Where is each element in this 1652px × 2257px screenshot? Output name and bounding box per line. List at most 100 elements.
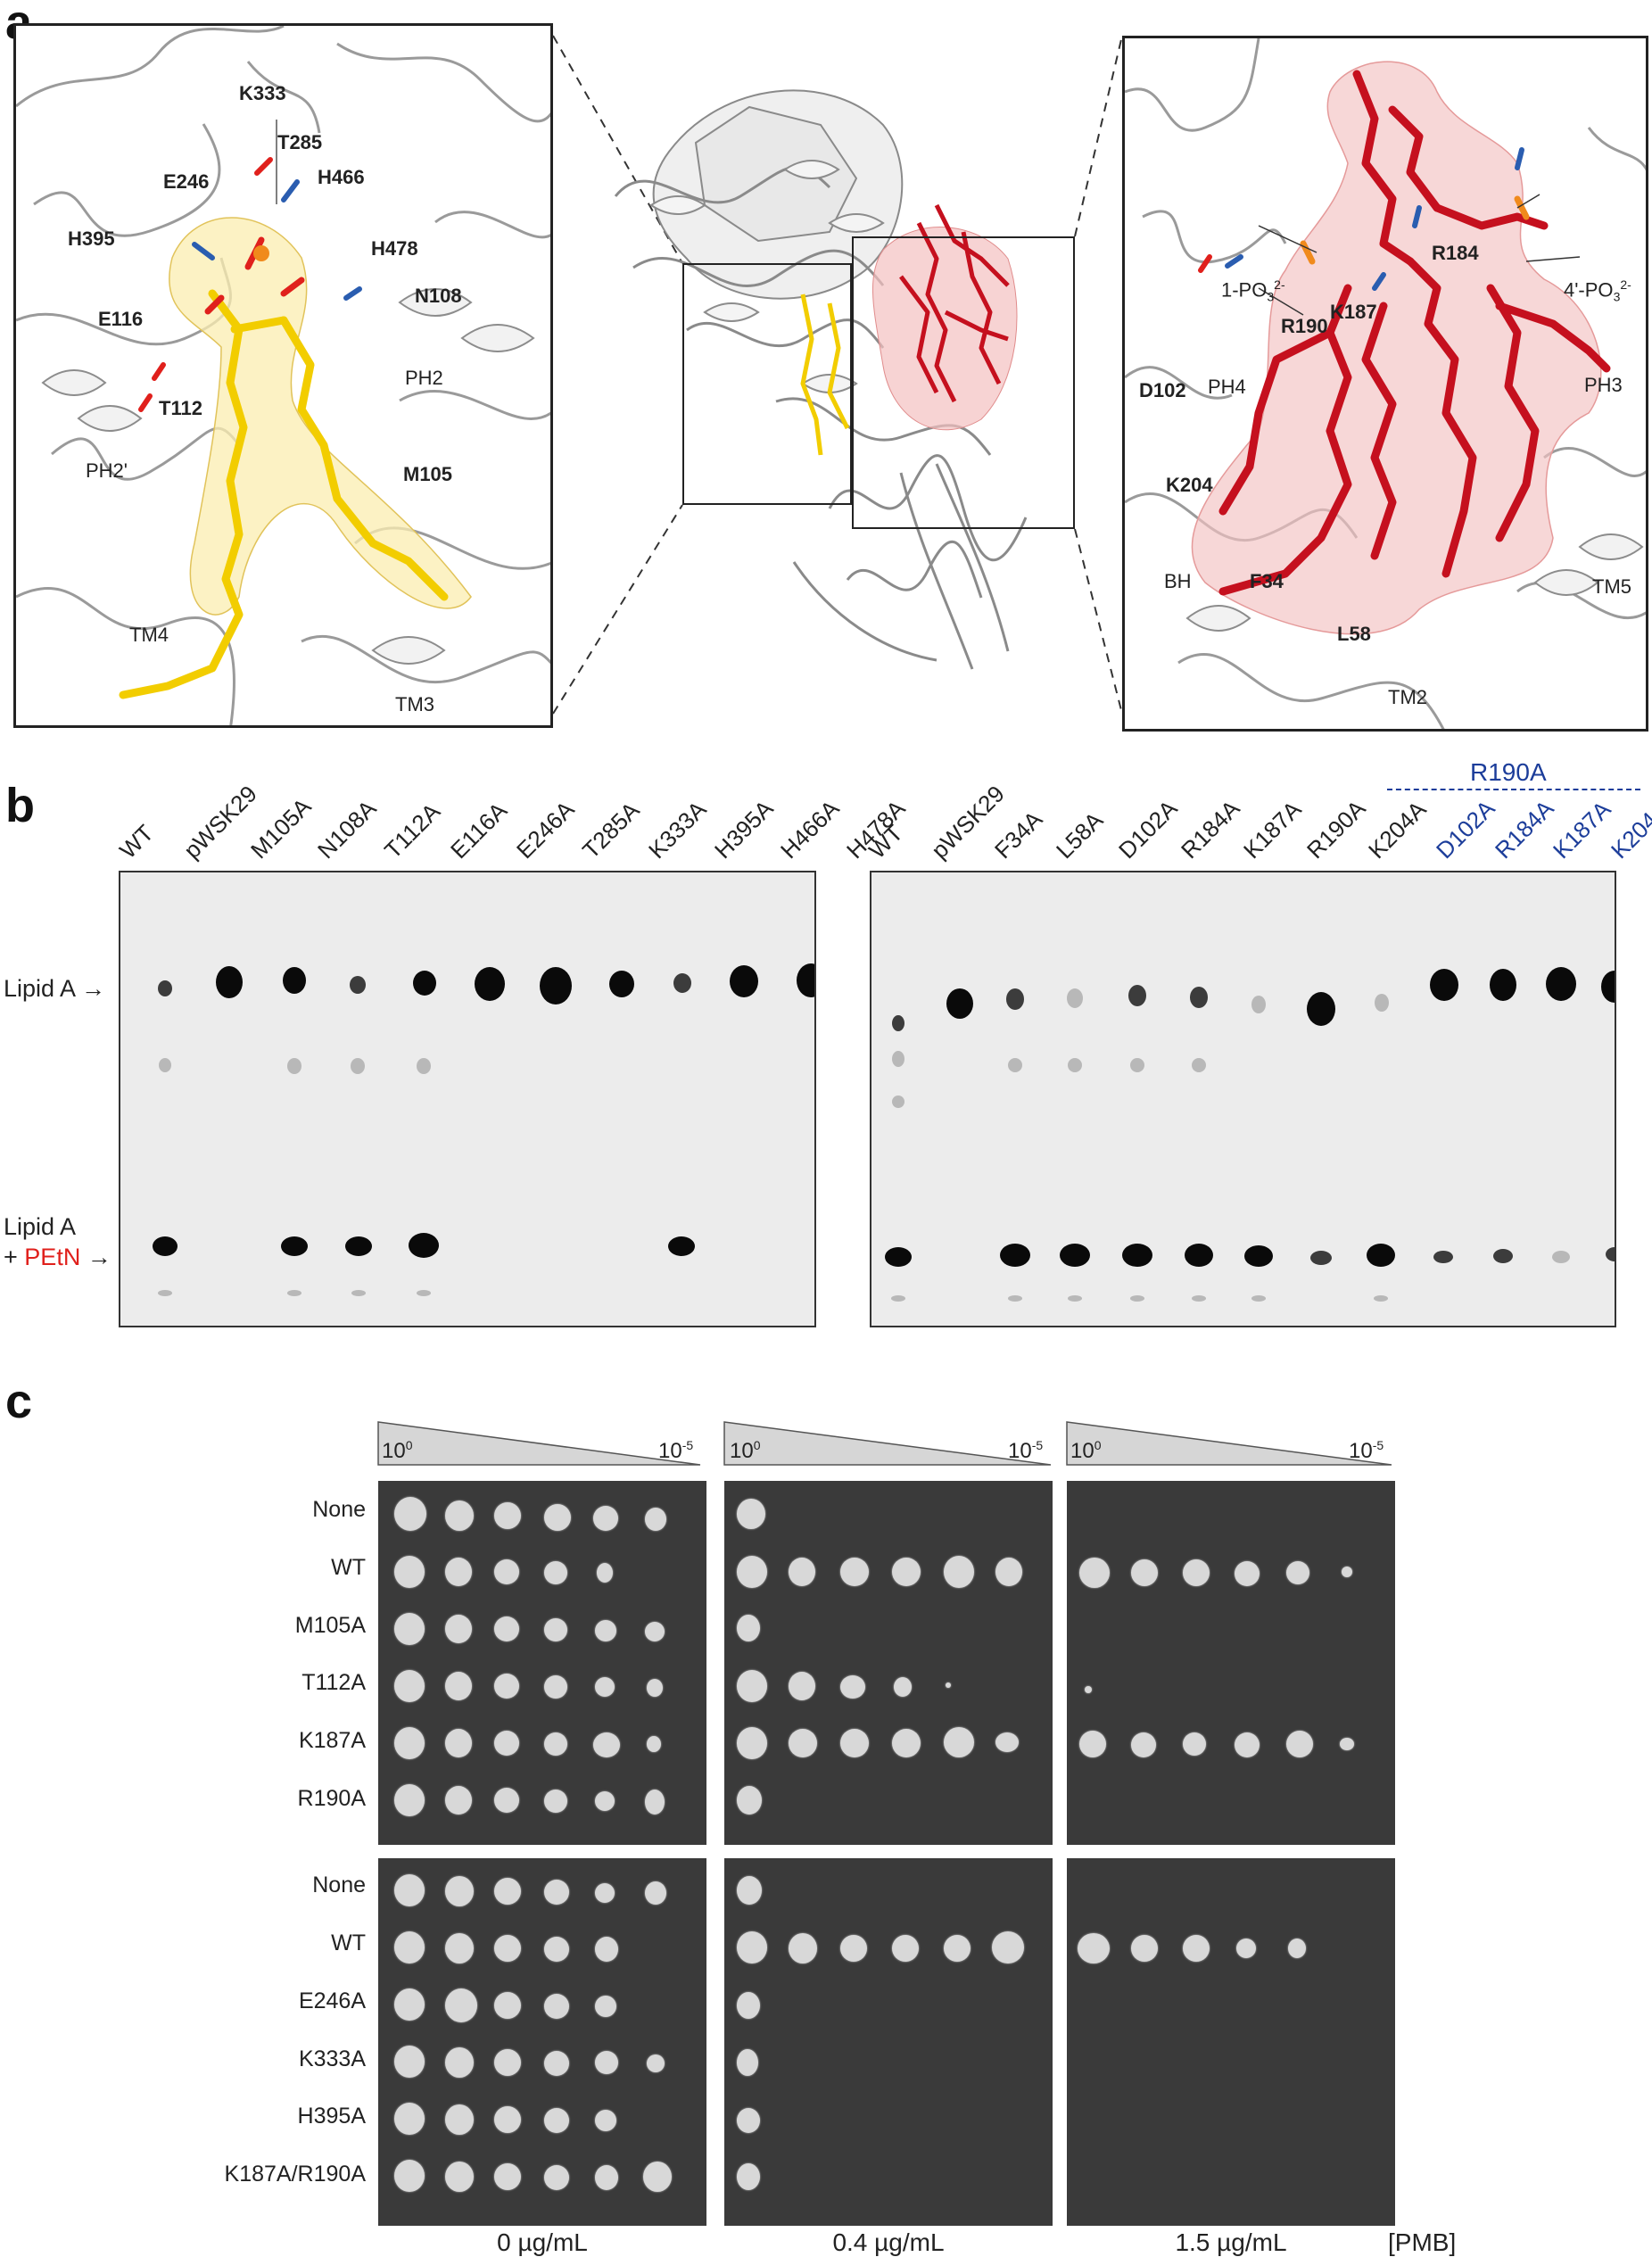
colony-spot	[647, 1736, 661, 1752]
colony-spot	[544, 1618, 567, 1641]
tlc-spot	[159, 1058, 171, 1072]
dilution-start-base: 10	[1070, 1439, 1094, 1463]
tlc-spot	[1552, 1251, 1570, 1263]
colony-spot	[494, 1502, 521, 1529]
colony-spot	[544, 1994, 569, 2019]
region-label-tm3: TM3	[395, 693, 434, 715]
tlc-spot	[1310, 1251, 1332, 1265]
colony-spot	[494, 1616, 519, 1641]
colony-spot	[789, 1933, 817, 1964]
tlc-spot	[1490, 969, 1516, 1001]
tlc-spot	[287, 1058, 301, 1074]
colony-spot	[494, 2163, 521, 2190]
colony-spot	[737, 1876, 762, 1905]
colony-spot	[595, 2110, 616, 2131]
band-label-lipid-a-pethn-1: Lipid A	[4, 1213, 77, 1240]
colony-spot	[595, 1883, 615, 1903]
tlc-spot	[158, 980, 172, 996]
colony-spot	[595, 1791, 615, 1811]
dilution-label-end: 10-5	[1349, 1438, 1384, 1464]
colony-spot	[394, 1874, 425, 1906]
tlc-spot	[946, 988, 973, 1019]
overview-ribbon-drawing	[426, 89, 1028, 670]
tlc-spot	[153, 1236, 178, 1256]
colony-spot	[737, 2163, 760, 2190]
colony-spot	[1078, 1933, 1110, 1964]
colony-spot	[892, 1935, 919, 1962]
colony-spot	[544, 2165, 569, 2190]
dilution-label-start: 100	[1070, 1438, 1102, 1464]
colony-spot	[544, 2108, 569, 2133]
residue-label-r184: R184	[1432, 242, 1479, 264]
tlc-spot	[609, 971, 634, 997]
residue-label-r190: R190	[1281, 315, 1328, 337]
tlc-spot	[891, 1295, 905, 1302]
colony-spot	[595, 1677, 615, 1697]
dilution-start-exp: 0	[1094, 1438, 1102, 1452]
pmb-concentration-label: 0 µg/mL	[497, 2228, 588, 2256]
colony-spot	[494, 2049, 521, 2076]
tlc-spot	[1006, 988, 1024, 1010]
tlc-spot	[1130, 1058, 1144, 1072]
residue-label-t285: T285	[277, 131, 323, 153]
lane-label-blue: D102A	[1431, 794, 1500, 864]
strain-label: K333A	[298, 2046, 366, 2071]
tlc-spot	[1307, 992, 1335, 1026]
strain-label: None	[312, 1873, 366, 1897]
colony-spot	[944, 1556, 974, 1588]
lane-label: N108A	[312, 794, 382, 864]
region-label-ph2: PH2	[405, 367, 443, 389]
dilution-label-end: 10-5	[658, 1438, 693, 1464]
colony-spot	[445, 1615, 472, 1643]
colony-spot	[946, 1682, 951, 1688]
colony-spot	[995, 1732, 1019, 1752]
tlc-spot	[1068, 1295, 1082, 1302]
colony-spot	[394, 1727, 425, 1759]
colony-spot	[737, 1670, 767, 1702]
colony-spot	[995, 1558, 1022, 1586]
tlc-spot	[1192, 1058, 1206, 1072]
strain-label: K187A	[298, 1728, 366, 1753]
tlc-spot	[1008, 1058, 1022, 1072]
plate-bottom-1-5ug	[1067, 1858, 1395, 2226]
colony-spot	[595, 1937, 618, 1962]
colony-spot	[737, 1727, 767, 1759]
tlc-spot	[1374, 1295, 1388, 1302]
colony-spot	[494, 1878, 521, 1905]
colony-spot	[445, 1933, 474, 1964]
strain-label: None	[312, 1497, 366, 1522]
colony-spot	[1288, 1939, 1306, 1958]
tlc-spot	[1430, 969, 1458, 1001]
phosphate-label-4-po3: 4'-PO32-	[1564, 277, 1631, 304]
colony-spot	[789, 1558, 815, 1586]
tlc-spot	[668, 1236, 695, 1256]
colony-spot	[1286, 1731, 1313, 1757]
pmb-unit-label: [PMB]	[1388, 2228, 1457, 2256]
colony-spot	[394, 2103, 425, 2135]
tlc-spot	[1251, 1295, 1266, 1302]
panel-letter-b: b	[5, 779, 35, 832]
colony-spot	[544, 1561, 567, 1584]
colony-spot	[394, 1613, 425, 1645]
left-inset-ribbon-drawing	[16, 26, 550, 725]
strain-label: M105A	[294, 1613, 366, 1638]
colony-spot	[595, 2165, 618, 2190]
strain-label: WT	[331, 1930, 366, 1955]
r190a-group-header: R190A	[1470, 758, 1547, 786]
colony-spot	[840, 1558, 869, 1586]
colony-spot	[1131, 1732, 1156, 1757]
right-inset-ribbon-drawing	[1125, 38, 1646, 729]
colony-spot	[445, 2047, 474, 2078]
lane-label: K333A	[643, 795, 712, 864]
tlc-spot	[1606, 1247, 1615, 1261]
colony-spot	[593, 1506, 618, 1531]
plate-top-1-5ug	[1067, 1481, 1395, 1845]
colony-spot	[394, 1988, 425, 2021]
dilution-start-base: 10	[730, 1439, 754, 1463]
colony-spot	[789, 1672, 815, 1700]
overview-box-right-site	[852, 236, 1075, 529]
dilution-start-exp: 0	[753, 1438, 761, 1452]
colony-spot	[445, 2104, 474, 2135]
tlc-spot	[417, 1290, 431, 1296]
colony-spot	[647, 1679, 663, 1697]
